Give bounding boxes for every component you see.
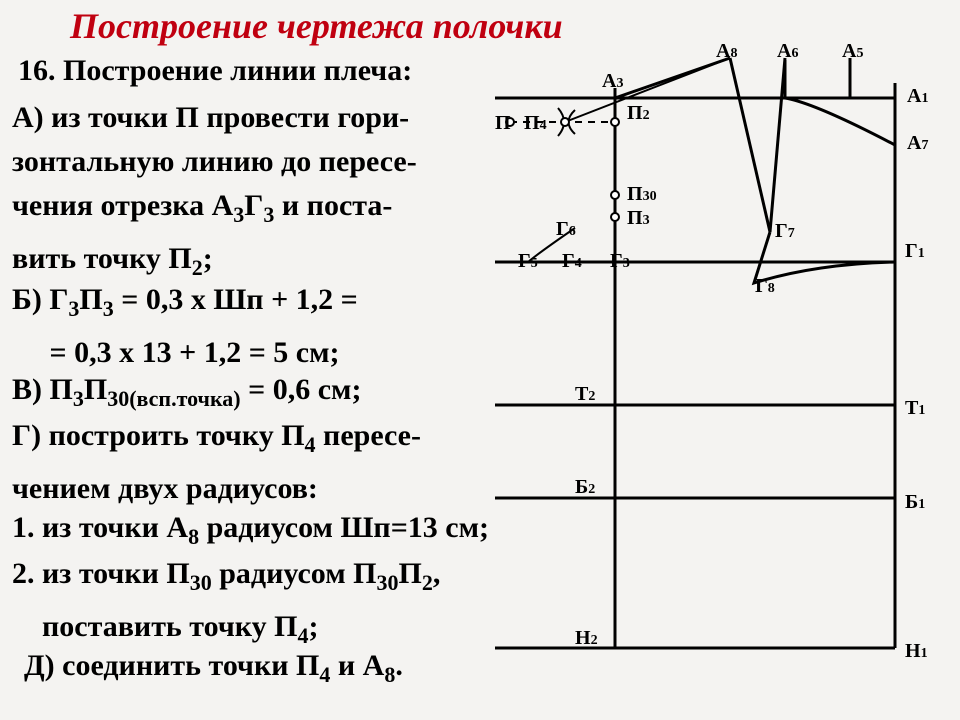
pt-label-g4: Г4 [562, 250, 582, 273]
pt-label-p: П [495, 112, 511, 135]
pt-label-a8: А8 [716, 40, 737, 63]
pt-label-b2: Б2 [575, 476, 595, 499]
pt-label-a3: А3 [602, 70, 623, 93]
pt-label-a7: А7 [907, 132, 928, 155]
pt-label-h2: Н2 [575, 627, 598, 650]
pt-label-g6: Г6 [556, 218, 576, 241]
pt-label-b1: Б1 [905, 491, 925, 514]
pt-label-p30: П30 [627, 183, 657, 206]
pt-label-g8: Г8 [755, 275, 775, 298]
bodice-diagram [0, 0, 960, 720]
pt-label-g7: Г7 [775, 220, 795, 243]
pt-label-a1: А1 [907, 85, 928, 108]
pt-label-g5: Г5 [518, 250, 538, 273]
pt-label-t2: Т2 [575, 383, 595, 406]
pt-label-a6: А6 [777, 40, 798, 63]
pt-label-g1: Г1 [905, 240, 925, 263]
pt-label-p2: П2 [627, 102, 650, 125]
pt-label-p3: П3 [627, 207, 650, 230]
pt-label-p4: П4 [524, 112, 547, 135]
pt-label-g3: Г3 [610, 250, 630, 273]
pt-label-a5: А5 [842, 40, 863, 63]
pt-label-t1: Т1 [905, 397, 925, 420]
pt-label-h1: Н1 [905, 640, 928, 663]
